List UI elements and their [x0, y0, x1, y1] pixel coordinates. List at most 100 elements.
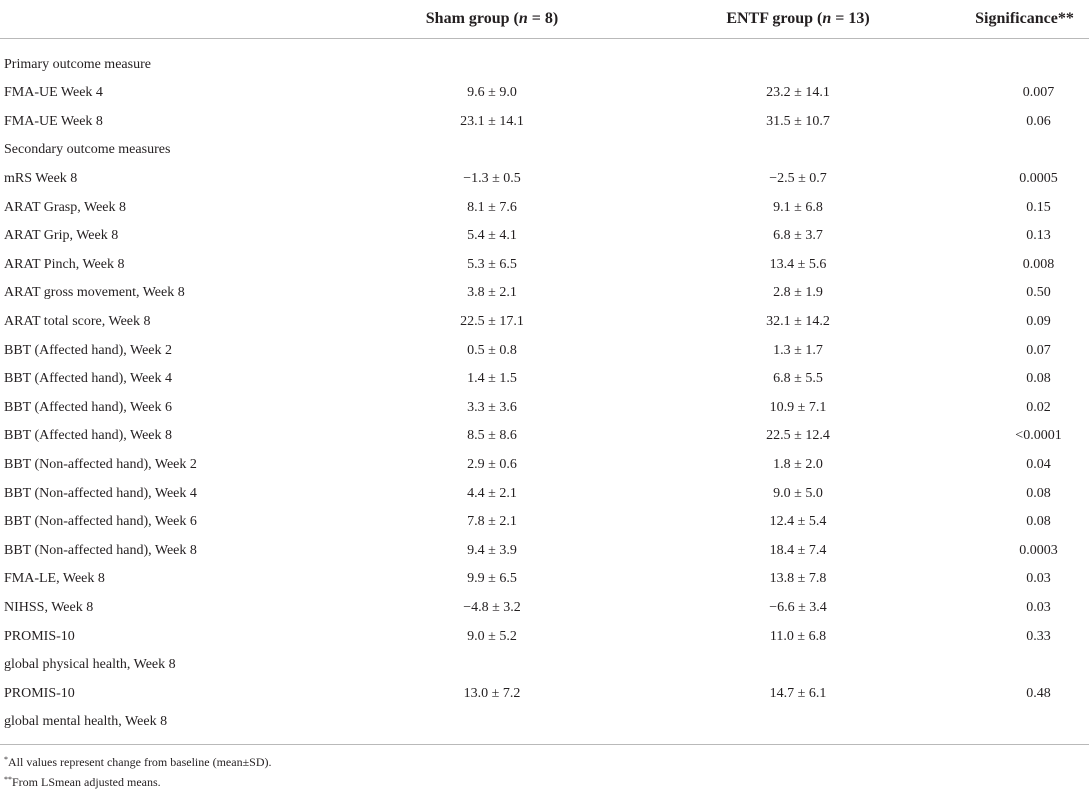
row-label: PROMIS-10 — [4, 685, 75, 701]
significance-value: 0.03 — [1026, 571, 1051, 587]
sham-value: 9.6 ± 9.0 — [467, 85, 517, 101]
table-row: BBT (Non-affected hand), Week 8 9.4 ± 3.9… — [0, 537, 1089, 566]
entf-value — [644, 708, 952, 737]
outcome-measures-table: Sham group (n = 8) ENTF group ( n = 13) S… — [0, 0, 1089, 737]
sham-value: −4.8 ± 3.2 — [463, 599, 521, 615]
table-row: ARAT Pinch, Week 8 5.3 ± 6.5 13.4 ± 5.6 0.0… — [0, 251, 1089, 280]
significance-value — [952, 136, 1089, 165]
significance-value: 0.08 — [1026, 485, 1051, 501]
footnote-2: **From LSmean adjusted means. — [4, 772, 272, 792]
sham-value: 9.0 ± 5.2 — [467, 628, 517, 644]
entf-value — [644, 136, 952, 165]
significance-value: 0.33 — [1026, 628, 1051, 644]
table-row: FMA-LE, Week 8 9.9 ± 6.5 13.8 ± 7.8 0.03 — [0, 565, 1089, 594]
row-label: ARAT Grasp, Week 8 — [4, 199, 127, 215]
sham-value: 9.4 ± 3.9 — [467, 542, 517, 558]
entf-value: 11.0 ± 6.8 — [769, 628, 827, 644]
table-row: ARAT gross movement, Week 8 3.8 ± 2.1 2.8 … — [0, 279, 1089, 308]
row-label: ARAT Pinch, Week 8 — [4, 256, 125, 272]
sham-value: 5.4 ± 4.1 — [467, 228, 517, 244]
table-row: global physical health, Week 8 — [0, 651, 1089, 680]
significance-value: <0.0001 — [1015, 428, 1062, 444]
header-sham-n: n — [518, 10, 528, 27]
significance-value: 0.09 — [1026, 314, 1051, 330]
header-entf-count: = 13) — [831, 10, 870, 27]
table-row: BBT (Affected hand), Week 2 0.5 ± 0.8 1.3 … — [0, 336, 1089, 365]
sham-value — [340, 651, 644, 680]
table-row: BBT (Non-affected hand), Week 4 4.4 ± 2.1… — [0, 479, 1089, 508]
entf-value — [644, 39, 952, 80]
row-label: global physical health, Week 8 — [4, 657, 176, 673]
header-entf-text: ENTF group ( — [726, 10, 823, 27]
entf-value: 6.8 ± 3.7 — [773, 228, 823, 244]
row-label: FMA-UE Week 8 — [4, 113, 103, 129]
table-row: PROMIS-10 9.0 ± 5.2 11.0 ± 6.8 0.33 — [0, 622, 1089, 651]
table-row: BBT (Affected hand), Week 6 3.3 ± 3.6 10.9… — [0, 394, 1089, 423]
row-label: mRS Week 8 — [4, 171, 78, 187]
table-header-row: Sham group (n = 8) ENTF group ( n = 13) S… — [0, 0, 1089, 39]
footnote-2-text: From LSmean adjusted means. — [12, 775, 161, 789]
header-significance: Significance** — [952, 0, 1089, 39]
significance-value: 0.0003 — [1019, 542, 1058, 558]
significance-value: 0.02 — [1026, 399, 1051, 415]
sham-value: 1.4 ± 1.5 — [467, 371, 517, 387]
table-row: PROMIS-10 13.0 ± 7.2 14.7 ± 6.1 0.48 — [0, 679, 1089, 708]
sham-value: 4.4 ± 2.1 — [467, 485, 517, 501]
sham-value: 22.5 ± 17.1 — [460, 314, 524, 330]
table-row: ARAT total score, Week 8 22.5 ± 17.1 32.1 … — [0, 308, 1089, 337]
significance-value: 0.08 — [1026, 514, 1051, 530]
entf-value: 31.5 ± 10.7 — [766, 113, 830, 129]
table-bottom-rule — [0, 744, 1089, 745]
footnote-1-mark: * — [4, 755, 8, 764]
table-footnotes: *All values represent change from baseli… — [4, 752, 272, 792]
table-row: FMA-UE Week 8 23.1 ± 14.1 31.5 ± 10.7 0.06 — [0, 108, 1089, 137]
significance-value: 0.07 — [1026, 342, 1051, 358]
row-label: BBT (Non-affected hand), Week 4 — [4, 485, 197, 501]
entf-value: 1.3 ± 1.7 — [773, 342, 823, 358]
footnote-1: *All values represent change from baseli… — [4, 752, 272, 772]
entf-value: −6.6 ± 3.4 — [769, 599, 827, 615]
sham-value: 8.1 ± 7.6 — [467, 199, 517, 215]
sham-value: 8.5 ± 8.6 — [467, 428, 517, 444]
significance-value: 0.0005 — [1019, 171, 1058, 187]
row-label: Secondary outcome measures — [4, 142, 171, 158]
sham-value — [340, 708, 644, 737]
table-row: NIHSS, Week 8 −4.8 ± 3.2 −6.6 ± 3.4 0.03 — [0, 594, 1089, 623]
significance-value: 0.06 — [1026, 113, 1051, 129]
significance-value: 0.007 — [1022, 85, 1055, 101]
significance-value: 0.08 — [1026, 371, 1051, 387]
entf-value: 10.9 ± 7.1 — [769, 399, 827, 415]
table-body: Primary outcome measure FMA-UE Week 4 9.6 … — [0, 39, 1089, 737]
row-label: BBT (Non-affected hand), Week 2 — [4, 457, 197, 473]
sham-value: 23.1 ± 14.1 — [460, 113, 524, 129]
entf-value: 2.8 ± 1.9 — [773, 285, 823, 301]
table-row: FMA-UE Week 4 9.6 ± 9.0 23.2 ± 14.1 0.007 — [0, 79, 1089, 108]
sham-value: 9.9 ± 6.5 — [467, 571, 517, 587]
entf-value — [644, 651, 952, 680]
row-label: ARAT total score, Week 8 — [4, 314, 151, 330]
significance-value: 0.48 — [1026, 685, 1051, 701]
entf-value: 32.1 ± 14.2 — [766, 314, 830, 330]
row-label: BBT (Affected hand), Week 6 — [4, 399, 172, 415]
sham-value: 3.8 ± 2.1 — [467, 285, 517, 301]
sham-value: 3.3 ± 3.6 — [467, 399, 517, 415]
sham-value — [340, 39, 644, 80]
row-label: BBT (Non-affected hand), Week 8 — [4, 542, 197, 558]
significance-value: 0.008 — [1022, 256, 1055, 272]
entf-value: 9.1 ± 6.8 — [773, 199, 823, 215]
significance-value: 0.13 — [1026, 228, 1051, 244]
sham-value: 5.3 ± 6.5 — [467, 256, 517, 272]
entf-value: 6.8 ± 5.5 — [773, 371, 823, 387]
table-row: ARAT Grasp, Week 8 8.1 ± 7.6 9.1 ± 6.8 0.15 — [0, 193, 1089, 222]
significance-value: 0.50 — [1026, 285, 1051, 301]
entf-value: 14.7 ± 6.1 — [769, 685, 827, 701]
table-row: Primary outcome measure — [0, 39, 1089, 80]
significance-value: 0.03 — [1026, 599, 1051, 615]
table-row: global mental health, Week 8 — [0, 708, 1089, 737]
row-label: BBT (Affected hand), Week 2 — [4, 342, 172, 358]
table-row: Secondary outcome measures — [0, 136, 1089, 165]
significance-value — [952, 39, 1089, 80]
footnote-2-mark: ** — [4, 775, 12, 784]
entf-value: 13.4 ± 5.6 — [769, 256, 827, 272]
header-sham-group: Sham group (n = 8) — [340, 0, 644, 39]
